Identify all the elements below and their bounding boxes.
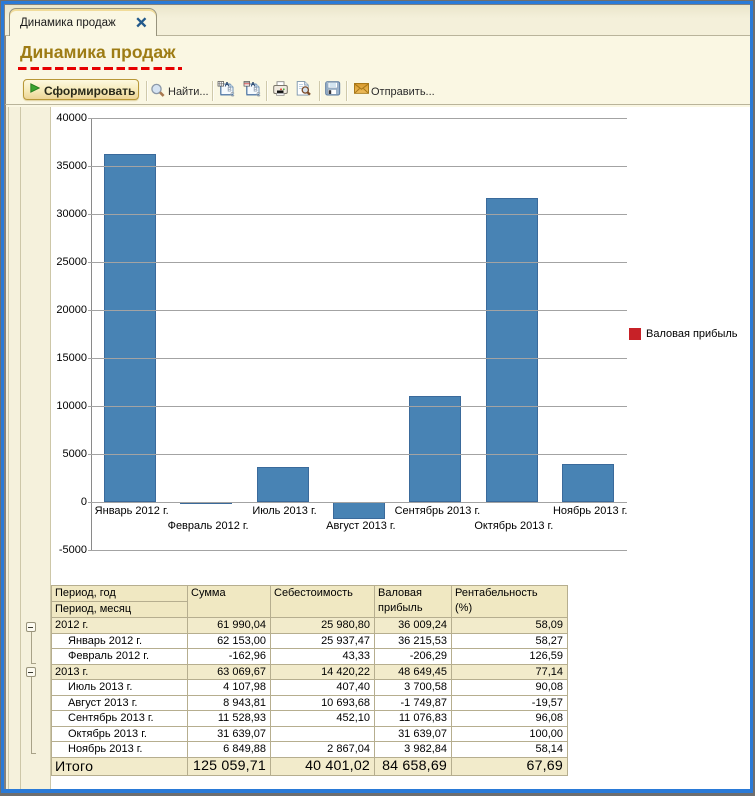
svg-text:B: B: [227, 87, 232, 93]
svg-text:C: C: [256, 92, 261, 97]
svg-text:A: A: [225, 81, 230, 88]
svg-text:B: B: [253, 87, 258, 93]
svg-text:A: A: [251, 81, 256, 88]
svg-text:C: C: [230, 92, 235, 97]
